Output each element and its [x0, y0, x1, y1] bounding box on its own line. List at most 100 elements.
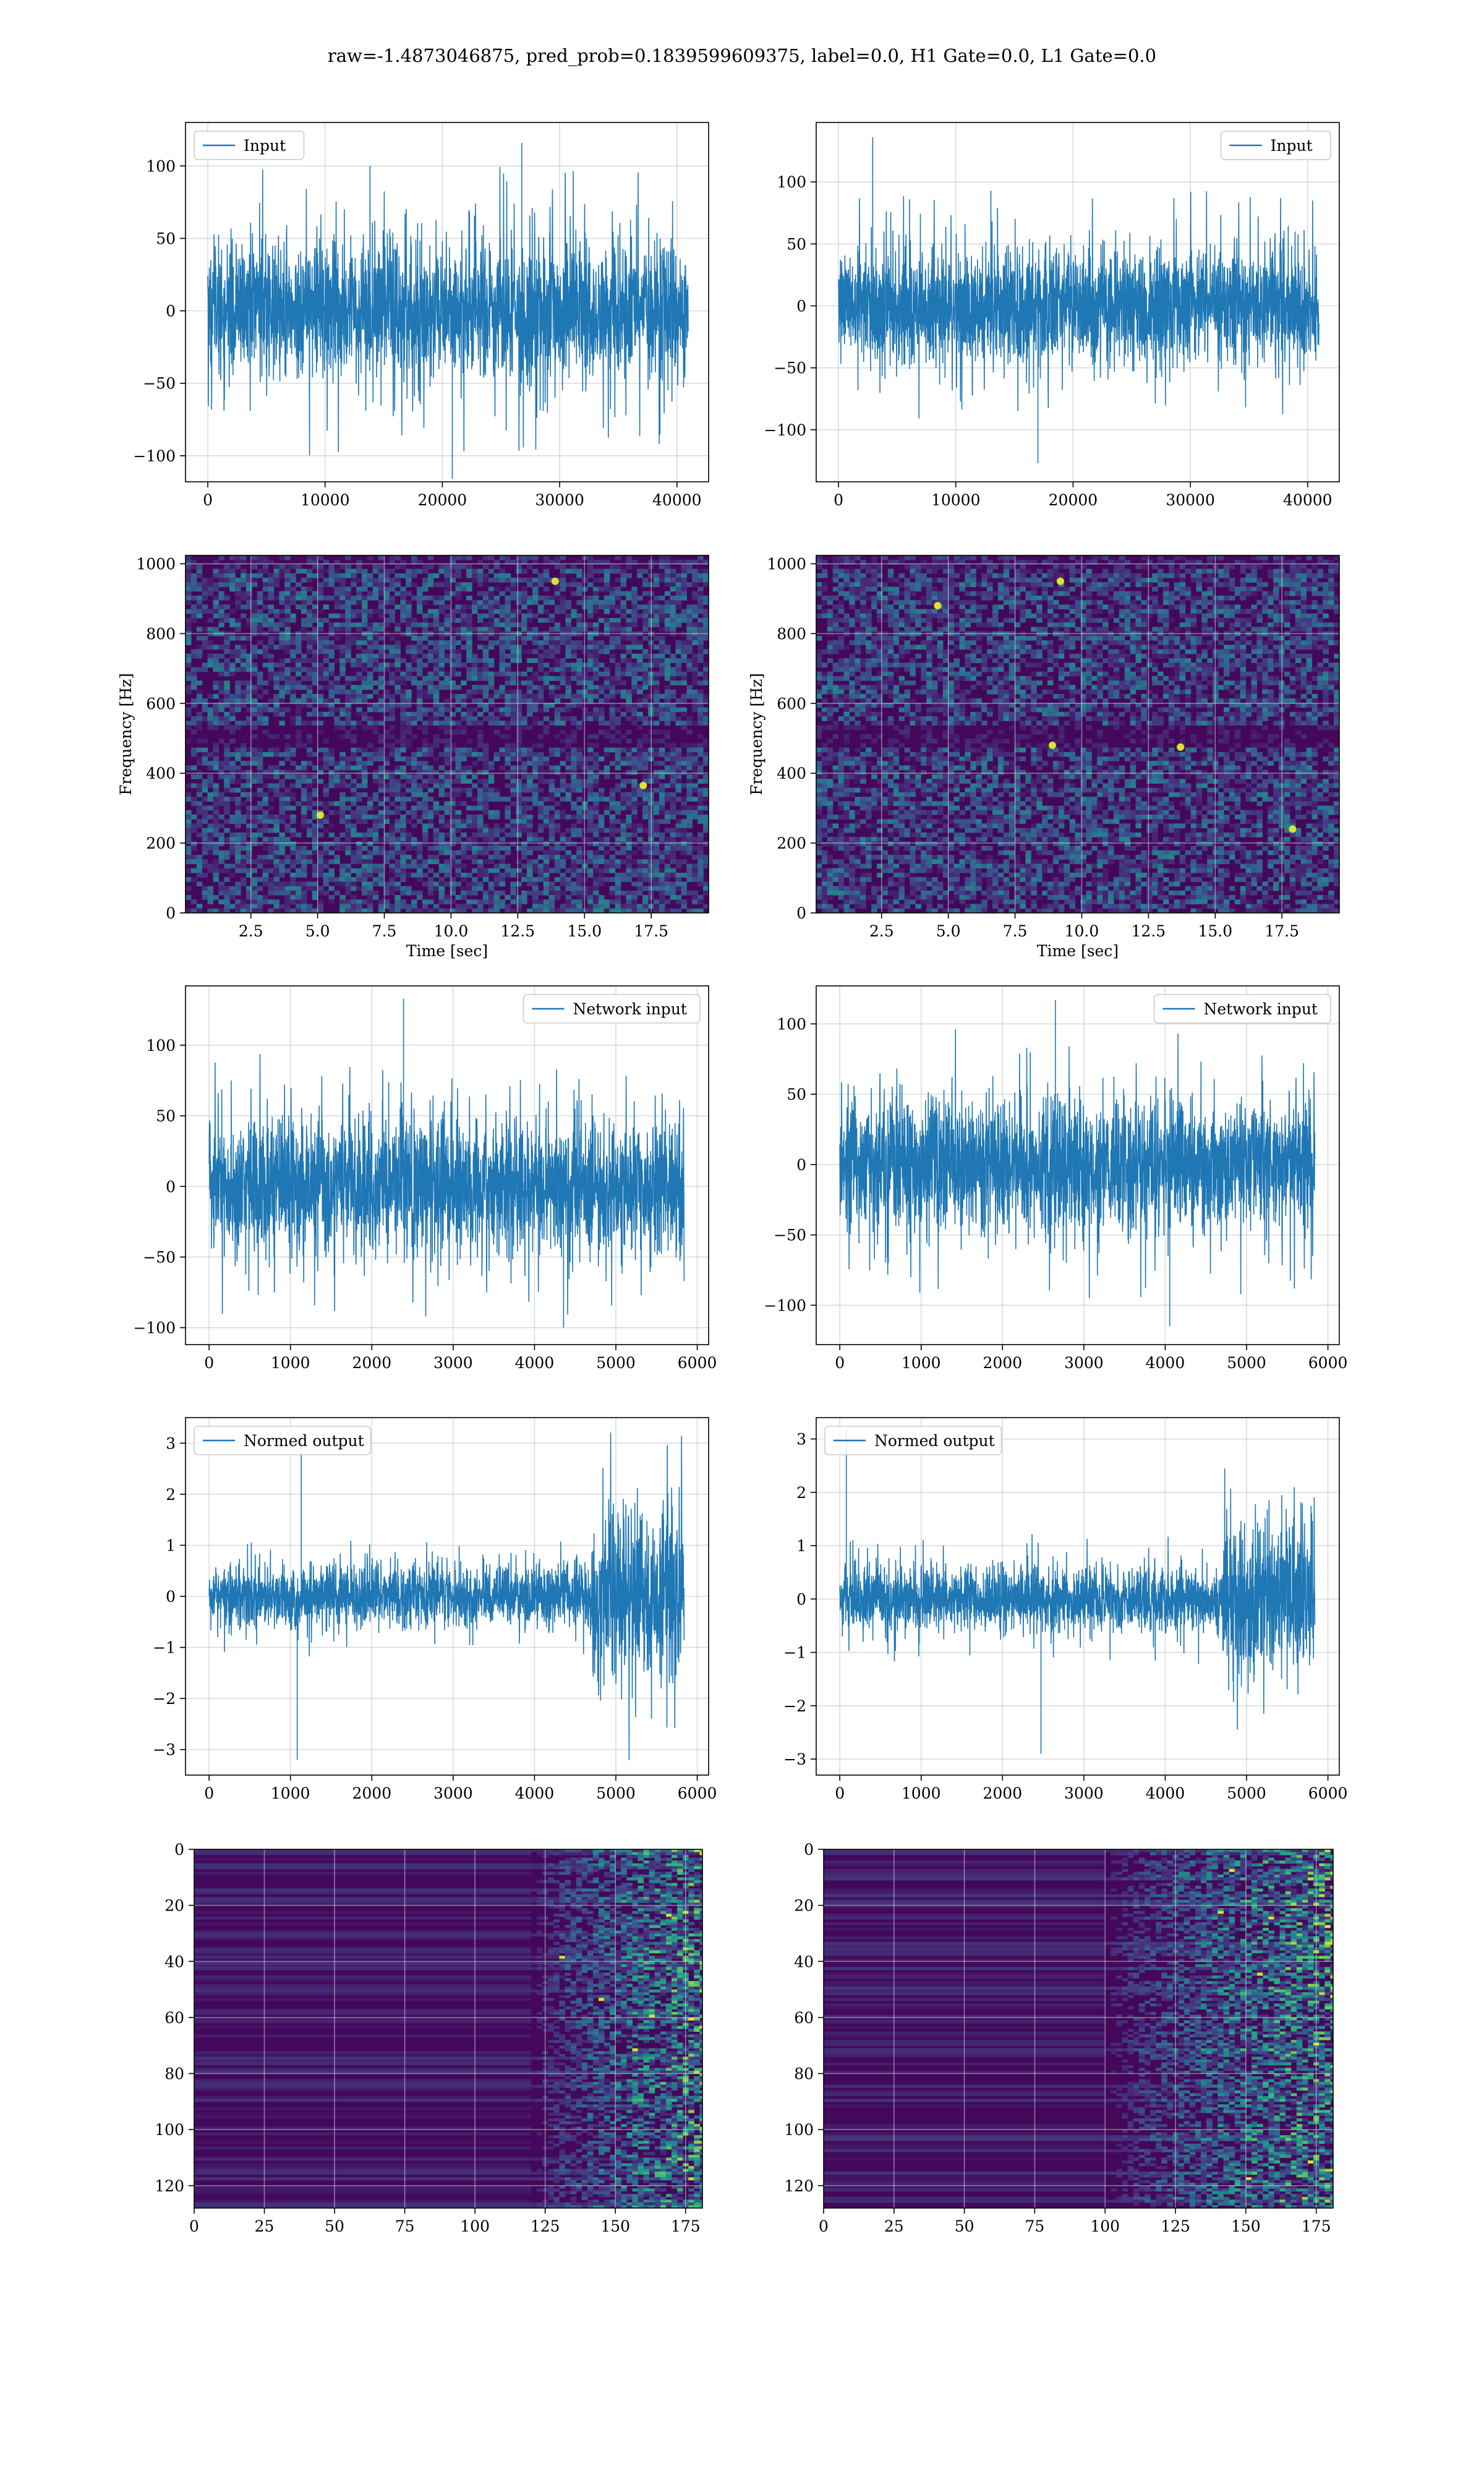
y-tick-label: 120 — [784, 2177, 814, 2195]
y-tick-label: 80 — [794, 2065, 814, 2083]
y-tick-label: 0 — [796, 1590, 806, 1608]
panel-network-input-l1: 0 1000 2000 3000 4000 5000 6000 −100 −50 0 50 100 Ne… — [764, 985, 1348, 1372]
x-tick-label: 0 — [835, 1354, 845, 1372]
legend-normed-output-h1: Normed output — [194, 1426, 372, 1455]
y-tick-label: 100 — [784, 2121, 814, 2139]
y-tick-label: 50 — [156, 1107, 176, 1125]
x-axis-label: Time [sec] — [1037, 942, 1119, 960]
figure-title: raw=-1.4873046875, pred_prob=0.183959960… — [328, 45, 1156, 67]
y-tick-label: 3 — [796, 1431, 806, 1449]
axes-frame-spectrogram-l1 — [816, 555, 1340, 914]
x-tick-label: 3000 — [433, 1354, 473, 1372]
x-tick-label: 2000 — [983, 1784, 1022, 1802]
axes-frame-feature-map-l1 — [823, 1849, 1334, 2209]
heatmap-spectrogram-h1 — [186, 555, 709, 913]
x-tick-label: 4000 — [515, 1784, 555, 1802]
y-tick-label: 50 — [787, 1085, 806, 1103]
y-tick-label: −100 — [133, 1319, 176, 1337]
x-tick-label: 175 — [671, 2217, 701, 2235]
spectrogram-hot-spot-4 — [1289, 825, 1297, 833]
heatmap-spectrogram-l1 — [816, 555, 1339, 913]
spectrogram-hot-spot-2 — [639, 781, 647, 789]
x-tick-label: 25 — [255, 2217, 275, 2235]
series-line-network-input-l1 — [839, 1029, 1316, 1298]
panel-normed-output-h1: 0 1000 2000 3000 4000 5000 6000 −3 −2 −1 0 1 2 3 Norme… — [153, 1417, 717, 1802]
x-tick-label: 3000 — [1064, 1354, 1104, 1372]
panel-feature-map-h1: 0 25 50 75 100 125 150 175 0 20 40 60 80 100 120 — [155, 1841, 703, 2235]
x-tick-label: 0 — [204, 1354, 214, 1372]
y-tick-label: 40 — [794, 1953, 814, 1971]
x-tick-label: 2.5 — [869, 922, 894, 940]
x-tick-label: 7.5 — [1003, 922, 1028, 940]
y-tick-label: 80 — [164, 2065, 184, 2083]
x-tick-label: 2.5 — [239, 922, 263, 940]
legend-network-input-l1: Network input — [1153, 994, 1331, 1024]
y-tick-label: −1 — [153, 1639, 176, 1657]
y-tick-label: 0 — [174, 1841, 184, 1859]
y-tick-label: 1000 — [767, 555, 806, 573]
x-tick-label: 1000 — [271, 1354, 310, 1372]
y-tick-label: 50 — [156, 229, 176, 247]
y-tick-label: 400 — [777, 764, 806, 782]
legend-label: Normed output — [244, 1432, 364, 1450]
y-tick-label: 0 — [796, 297, 806, 315]
x-tick-label: 10.0 — [434, 922, 469, 940]
panel-normed-output-l1: 0 1000 2000 3000 4000 5000 6000 −3 −2 −1 0 1 2 3 Norme… — [783, 1417, 1347, 1802]
axes-frame-feature-map-h1 — [194, 1849, 703, 2209]
y-tick-label: 1000 — [136, 555, 176, 573]
x-tick-label: 5000 — [1227, 1354, 1266, 1372]
y-tick-label: 3 — [166, 1434, 176, 1452]
y-tick-label: 60 — [164, 2009, 184, 2027]
legend-label: Input — [1271, 137, 1313, 155]
y-tick-label: 120 — [155, 2177, 184, 2195]
y-tick-label: 600 — [146, 695, 176, 713]
y-tick-label: 2 — [796, 1484, 806, 1502]
y-tick-label: −50 — [774, 359, 806, 377]
series-line-network-input-h1 — [208, 1054, 685, 1317]
x-tick-label: 125 — [531, 2217, 560, 2235]
x-tick-label: 75 — [1025, 2217, 1045, 2235]
x-tick-label: 3000 — [433, 1784, 473, 1802]
y-tick-label: 20 — [794, 1897, 814, 1915]
axes-frame-spectrogram-h1 — [185, 555, 709, 914]
series-extremes-input-h1 — [451, 142, 522, 479]
x-tick-label: 0 — [204, 1784, 214, 1802]
x-tick-label: 4000 — [515, 1354, 555, 1372]
y-tick-label: 0 — [804, 1841, 814, 1859]
y-tick-label: −100 — [764, 421, 806, 439]
x-tick-label: 5000 — [596, 1354, 636, 1372]
x-tick-label: 4000 — [1146, 1354, 1185, 1372]
x-tick-label: 20000 — [1049, 491, 1098, 509]
panel-network-input-h1: 0 1000 2000 3000 4000 5000 6000 −100 −50 0 50 100 Ne… — [133, 985, 717, 1372]
y-tick-label: −3 — [783, 1750, 806, 1768]
spectrogram-hot-spot-2 — [1048, 742, 1056, 750]
x-tick-label: 150 — [600, 2217, 630, 2235]
series-extremes-normed-output-h1 — [296, 1432, 302, 1760]
y-tick-label: 100 — [146, 1037, 176, 1055]
x-tick-label: 0 — [819, 2217, 829, 2235]
series-extremes-normed-output-l1 — [845, 1428, 1042, 1754]
panel-input-h1: 0 10000 20000 30000 40000 −100 −50 0 50 100 Input — [133, 122, 709, 509]
x-tick-label: 50 — [325, 2217, 344, 2235]
y-tick-label: 0 — [166, 1588, 176, 1606]
x-tick-label: 75 — [395, 2217, 415, 2235]
x-tick-label: 25 — [884, 2217, 904, 2235]
x-tick-label: 7.5 — [372, 922, 397, 940]
y-tick-label: 400 — [146, 764, 176, 782]
panel-spectrogram-h1: 2.5 5.0 7.5 10.0 12.5 15.0 17.5 0 200 400 600 800 10… — [117, 555, 709, 960]
series-line-input-l1 — [838, 190, 1320, 419]
y-tick-label: 0 — [796, 1156, 806, 1174]
series-extremes-input-l1 — [872, 137, 1039, 463]
x-tick-label: 40000 — [652, 491, 702, 509]
x-tick-label: 1000 — [271, 1784, 310, 1802]
y-tick-label: 100 — [777, 1015, 806, 1033]
series-line-input-h1 — [207, 166, 689, 456]
x-tick-label: 3000 — [1064, 1784, 1104, 1802]
x-tick-label: 0 — [189, 2217, 199, 2235]
x-tick-label: 6000 — [1308, 1354, 1348, 1372]
y-tick-label: −50 — [774, 1226, 806, 1244]
x-tick-label: 30000 — [535, 491, 584, 509]
y-tick-label: 1 — [166, 1536, 176, 1554]
y-tick-label: 60 — [794, 2009, 814, 2027]
x-tick-label: 1000 — [902, 1354, 941, 1372]
